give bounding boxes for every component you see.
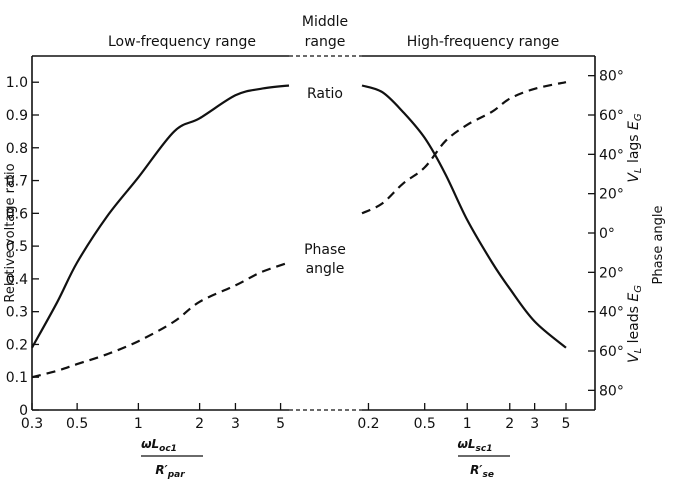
lags-label: VL lags EG <box>626 113 644 183</box>
low-x-tick-label: 0.5 <box>66 416 88 432</box>
ratio-label: Ratio <box>307 86 343 102</box>
left-x-axis-label: ωLoc1 R′par <box>141 437 203 480</box>
high-x-tick-label: 2 <box>505 416 514 432</box>
svg-text:R′par: R′par <box>155 463 185 480</box>
high-x-tick-label: 0.5 <box>414 416 436 432</box>
high-x-tick-label: 3 <box>530 416 539 432</box>
leads-label: VL leads EG <box>626 285 644 363</box>
phase-label-line2: angle <box>306 261 345 277</box>
y-tick-label: 0.3 <box>6 305 28 321</box>
phase-tick-label: 60° <box>599 344 624 360</box>
y-tick-label: 0.4 <box>6 272 28 288</box>
chart-marks: 0 0.1 0.2 0.3 0.4 0.5 0.6 0.7 0.8 0.9 1.0 80° 60° 40°… <box>6 69 624 432</box>
phase-tick-label: 60° <box>599 108 624 124</box>
phase-tick-label: 0° <box>599 226 615 242</box>
high-ratio-curve <box>361 84 567 349</box>
svg-text:ωLoc1: ωLoc1 <box>141 437 177 454</box>
high-frequency-frame <box>362 55 596 411</box>
phase-tick-label: 40° <box>599 147 624 163</box>
low-x-tick-label: 5 <box>276 416 285 432</box>
phase-tick-label: 40° <box>599 305 624 321</box>
y-tick-label: 0 <box>19 403 28 419</box>
high-x-tick-label: 1 <box>463 416 472 432</box>
y-axis-title: Relative voltage ratio <box>3 163 18 302</box>
y-tick-label: 0.5 <box>6 239 28 255</box>
middle-range-title-line2: range <box>305 34 346 50</box>
high-x-tick-label: 5 <box>562 416 571 432</box>
high-frequency-range-title: High-frequency range <box>407 34 560 50</box>
low-ratio-curve <box>31 84 290 349</box>
svg-text:VL lags EG: VL lags EG <box>626 113 644 183</box>
high-x-tick-label: 0.2 <box>357 416 379 432</box>
low-x-tick-label: 3 <box>231 416 240 432</box>
phase-tick-label: 20° <box>599 265 624 281</box>
y-tick-label: 0.7 <box>6 174 28 190</box>
y-tick-label: 0.8 <box>6 141 28 157</box>
y-tick-label: 0.9 <box>6 108 28 124</box>
phase-tick-label: 80° <box>599 383 624 399</box>
low-x-tick-label: 0.3 <box>21 416 43 432</box>
y-tick-label: 0.1 <box>6 370 28 386</box>
y-tick-label: 0.6 <box>6 206 28 222</box>
phase-tick-label: 80° <box>599 69 624 85</box>
svg-text:ωLsc1: ωLsc1 <box>457 437 492 454</box>
low-x-tick-label: 1 <box>134 416 143 432</box>
low-x-tick-label: 2 <box>195 416 204 432</box>
low-phase-curve <box>31 261 290 379</box>
y-tick-label: 1.0 <box>6 75 28 91</box>
phase-tick-label: 20° <box>599 187 624 203</box>
middle-range-title-line1: Middle <box>302 14 348 30</box>
svg-text:VL leads EG: VL leads EG <box>626 285 644 363</box>
middle-range-dashes <box>289 55 362 411</box>
svg-text:R′se: R′se <box>470 463 494 480</box>
phase-label-line1: Phase <box>304 242 346 258</box>
phase-angle-axis-title: Phase angle <box>651 205 666 284</box>
y-tick-label: 0.2 <box>6 337 28 353</box>
high-phase-curve <box>361 81 567 215</box>
low-frequency-frame <box>31 55 289 411</box>
low-frequency-range-title: Low-frequency range <box>108 34 256 50</box>
right-x-axis-label: ωLsc1 R′se <box>457 437 510 480</box>
